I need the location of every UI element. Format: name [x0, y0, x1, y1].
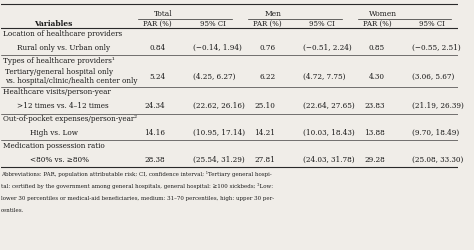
Text: (25.08, 33.30): (25.08, 33.30): [412, 156, 464, 164]
Text: Healthcare visits/person-year: Healthcare visits/person-year: [3, 88, 111, 96]
Text: 27.81: 27.81: [255, 156, 275, 164]
Text: 14.16: 14.16: [145, 129, 165, 137]
Text: >12 times vs. 4–12 times: >12 times vs. 4–12 times: [17, 102, 109, 110]
Text: Location of healthcare providers: Location of healthcare providers: [3, 30, 122, 38]
Text: 95% CI: 95% CI: [310, 20, 335, 28]
Text: 23.83: 23.83: [365, 102, 385, 110]
Text: PAR (%): PAR (%): [363, 20, 392, 28]
Text: 24.34: 24.34: [145, 102, 165, 110]
Text: lower 30 percentiles or medical-aid beneficiaries, medium: 31–70 percentiles, hi: lower 30 percentiles or medical-aid bene…: [0, 196, 274, 201]
Text: centiles.: centiles.: [0, 208, 24, 213]
Text: 5.24: 5.24: [149, 73, 165, 81]
Text: (4.72, 7.75): (4.72, 7.75): [302, 73, 345, 81]
Text: 4.30: 4.30: [369, 73, 385, 81]
Text: Abbreviations: PAR, population attributable risk; CI, confidence interval; ¹Tert: Abbreviations: PAR, population attributa…: [0, 171, 272, 177]
Text: PAR (%): PAR (%): [143, 20, 172, 28]
Text: (24.03, 31.78): (24.03, 31.78): [302, 156, 354, 164]
Text: Rural only vs. Urban only: Rural only vs. Urban only: [17, 44, 110, 52]
Text: (−0.51, 2.24): (−0.51, 2.24): [302, 44, 351, 52]
Text: Total: Total: [154, 10, 173, 18]
Text: (22.64, 27.65): (22.64, 27.65): [302, 102, 355, 110]
Text: 25.10: 25.10: [255, 102, 275, 110]
Text: 6.22: 6.22: [259, 73, 275, 81]
Text: vs. hospital/clinic/health center only: vs. hospital/clinic/health center only: [5, 77, 138, 85]
Text: (25.54, 31.29): (25.54, 31.29): [193, 156, 245, 164]
Text: (−0.55, 2.51): (−0.55, 2.51): [412, 44, 461, 52]
Text: 0.76: 0.76: [259, 44, 275, 52]
Text: (22.62, 26.16): (22.62, 26.16): [193, 102, 245, 110]
Text: <80% vs. ≥80%: <80% vs. ≥80%: [30, 156, 90, 164]
Text: Women: Women: [369, 10, 397, 18]
Text: (3.06, 5.67): (3.06, 5.67): [412, 73, 455, 81]
Text: 13.88: 13.88: [364, 129, 385, 137]
Text: tal: certified by the government among general hospitals, general hospital: ≥100: tal: certified by the government among g…: [0, 184, 273, 190]
Text: (10.95, 17.14): (10.95, 17.14): [193, 129, 245, 137]
Text: 95% CI: 95% CI: [419, 20, 445, 28]
Text: 29.28: 29.28: [364, 156, 385, 164]
Text: 28.38: 28.38: [145, 156, 165, 164]
Text: (4.25, 6.27): (4.25, 6.27): [193, 73, 235, 81]
Text: Variables: Variables: [34, 20, 73, 28]
Text: PAR (%): PAR (%): [253, 20, 282, 28]
Text: Types of healthcare providers¹: Types of healthcare providers¹: [3, 57, 115, 65]
Text: (9.70, 18.49): (9.70, 18.49): [412, 129, 460, 137]
Text: (−0.14, 1.94): (−0.14, 1.94): [193, 44, 242, 52]
Text: 0.85: 0.85: [369, 44, 385, 52]
Text: Men: Men: [264, 10, 282, 18]
Text: (21.19, 26.39): (21.19, 26.39): [412, 102, 465, 110]
Text: High vs. Low: High vs. Low: [30, 129, 78, 137]
Text: (10.03, 18.43): (10.03, 18.43): [302, 129, 355, 137]
Text: Out-of-pocket expenses/person-year²: Out-of-pocket expenses/person-year²: [3, 115, 137, 123]
Text: 0.84: 0.84: [149, 44, 165, 52]
Text: 95% CI: 95% CI: [200, 20, 226, 28]
Text: Medication possession ratio: Medication possession ratio: [3, 142, 105, 150]
Text: Tertiary/general hospital only: Tertiary/general hospital only: [5, 68, 113, 76]
Text: 14.21: 14.21: [254, 129, 275, 137]
